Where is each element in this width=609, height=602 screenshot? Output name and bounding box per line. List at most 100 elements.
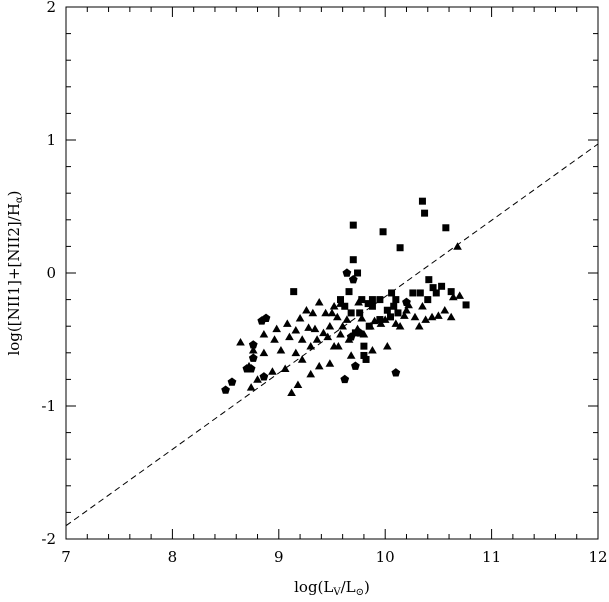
square-point — [349, 221, 357, 229]
triangle-point — [297, 355, 307, 363]
triangle-point — [376, 319, 386, 327]
x-axis-label: log(LV/L⊙) — [294, 578, 370, 598]
square-point — [424, 296, 432, 304]
pentagon-point — [248, 340, 258, 349]
triangle-point — [368, 345, 377, 354]
square-point — [388, 289, 396, 297]
square-point — [387, 313, 395, 321]
y-tick-label: -2 — [41, 530, 56, 548]
triangle-point — [306, 341, 316, 350]
triangle-point — [259, 329, 269, 338]
x-tick-label: 12 — [588, 548, 607, 566]
triangle-point — [380, 315, 390, 323]
triangle-point — [336, 329, 345, 338]
triangle-point — [327, 308, 337, 317]
triangle-point — [304, 323, 313, 331]
square-point — [345, 288, 353, 296]
triangle-point — [338, 322, 347, 330]
axis-ticks — [65, 6, 599, 540]
pentagon-point — [340, 374, 350, 384]
square-point — [462, 301, 470, 309]
square-point — [392, 296, 400, 304]
triangle-point — [236, 337, 245, 346]
square-point — [362, 355, 370, 363]
square-point — [358, 296, 366, 304]
y-tick-label: -1 — [41, 397, 56, 415]
square-point — [376, 296, 384, 304]
x-tick-label: 7 — [61, 548, 71, 566]
triangle-point — [329, 302, 339, 310]
triangle-point — [357, 314, 367, 322]
triangle-point — [310, 324, 320, 333]
triangle-point — [280, 364, 290, 373]
pentagon-point — [351, 361, 360, 370]
y-tick-label: 0 — [46, 264, 56, 282]
triangle-point — [440, 306, 450, 314]
triangle-point — [312, 335, 322, 343]
square-point — [351, 329, 359, 337]
y-tick-label: 1 — [46, 131, 56, 149]
square-point — [409, 289, 417, 297]
dashed-fit-line — [65, 143, 599, 527]
square-point — [429, 284, 437, 292]
triangle-point — [414, 322, 424, 330]
triangle-point — [319, 328, 328, 337]
triangle-point — [342, 315, 352, 323]
x-tick-label: 10 — [376, 548, 395, 566]
triangle-point — [248, 345, 258, 354]
triangle-point — [293, 380, 303, 389]
square-point — [354, 269, 362, 277]
square-point — [368, 302, 376, 310]
pentagon-point — [259, 372, 269, 381]
square-point — [349, 256, 357, 264]
triangle-point — [321, 308, 330, 317]
triangle-point — [323, 332, 333, 341]
triangle-point — [391, 319, 401, 327]
square-point — [379, 228, 387, 236]
triangle-point — [336, 299, 345, 307]
triangle-point — [259, 348, 269, 357]
square-point — [447, 288, 455, 296]
triangle-point — [421, 315, 430, 323]
plot-frame — [65, 6, 599, 540]
triangle-point — [370, 316, 379, 325]
square-point — [356, 309, 364, 317]
triangle-point — [291, 325, 301, 334]
triangle-point — [453, 242, 462, 250]
triangle-point — [268, 367, 277, 375]
triangle-point — [287, 388, 296, 396]
triangle-point — [314, 361, 324, 370]
square-point — [383, 306, 391, 314]
square-point — [290, 288, 298, 296]
pentagon-point — [342, 268, 352, 277]
square-point — [368, 296, 376, 304]
data-markers — [221, 197, 470, 396]
triangle-point — [295, 314, 305, 322]
y-axis-label: log([NII1]+[NII2]/Hα) — [5, 190, 25, 355]
triangle-point — [434, 311, 443, 319]
pentagon-point — [348, 275, 358, 284]
triangle-point — [270, 335, 279, 343]
pentagon-point — [355, 328, 365, 337]
triangle-point — [291, 348, 301, 357]
square-point — [416, 289, 424, 297]
triangle-point — [314, 298, 324, 306]
triangle-point — [306, 369, 316, 378]
triangle-point — [365, 322, 375, 330]
square-point — [418, 197, 426, 205]
triangle-point — [297, 335, 307, 343]
triangle-point — [446, 312, 456, 321]
x-tick-label: 9 — [274, 548, 284, 566]
square-point — [442, 224, 450, 232]
y-tick-label: 2 — [46, 0, 56, 16]
triangle-point — [276, 345, 286, 354]
triangle-point — [354, 298, 363, 306]
triangle-point — [325, 322, 335, 330]
pentagon-point — [227, 377, 237, 386]
triangle-point — [334, 341, 343, 350]
triangle-point — [285, 332, 294, 341]
square-point — [390, 302, 398, 310]
triangle-point — [455, 291, 465, 299]
pentagon-point — [248, 353, 258, 362]
